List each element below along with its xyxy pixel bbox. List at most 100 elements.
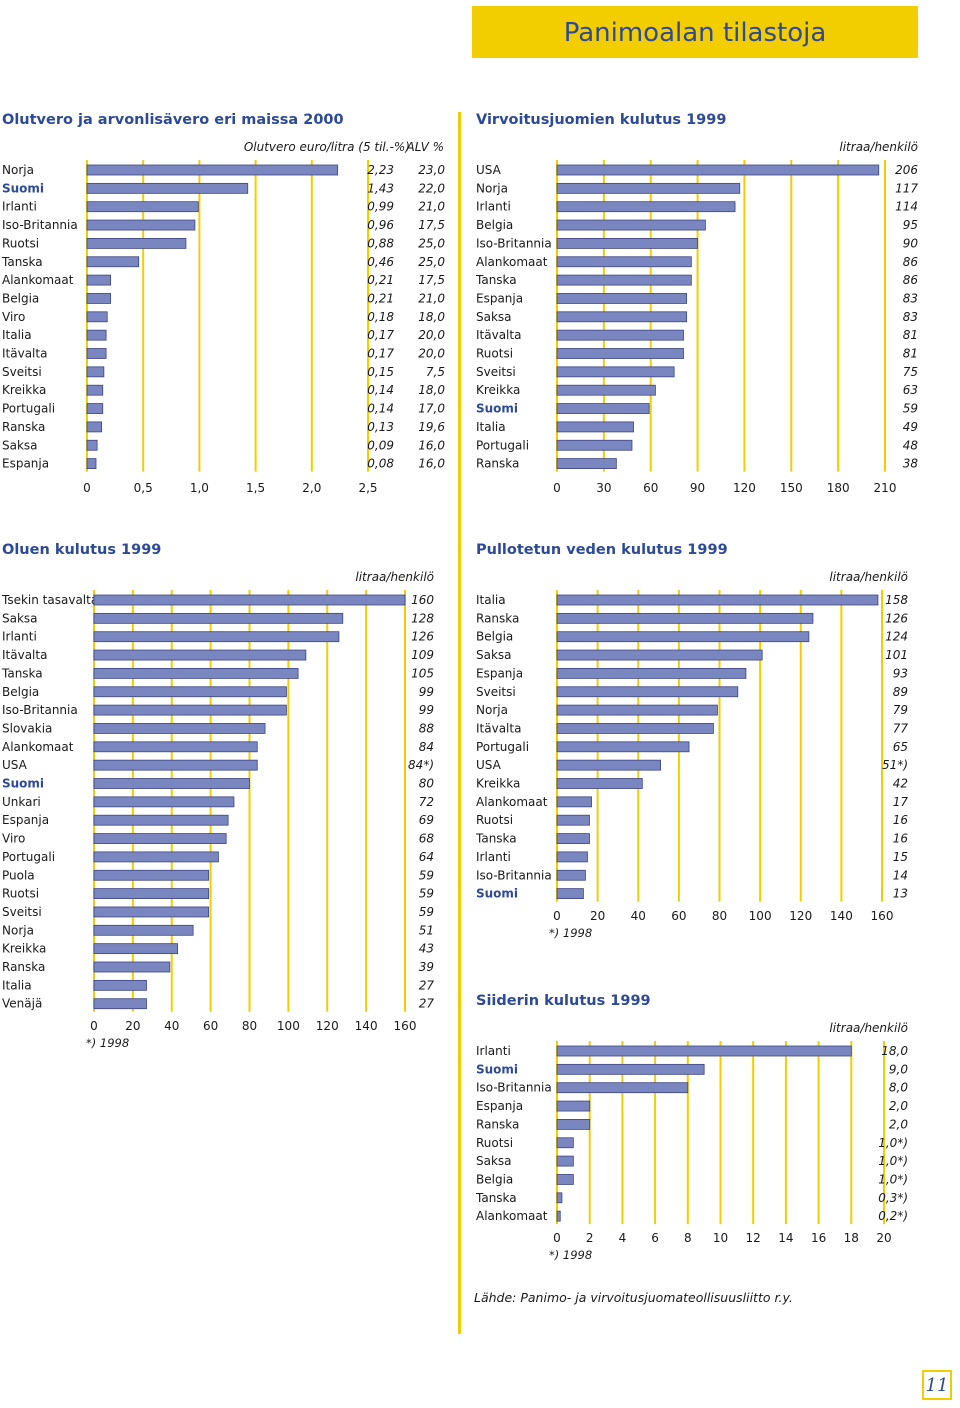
olut-bar [93,594,406,606]
pullovesi-value-label: 124 [885,630,908,644]
siideri-value-label: 2,0 [889,1099,908,1113]
olut-value-label: 109 [411,648,434,662]
olutvero-alv-label: 25,0 [418,255,445,269]
olutvero-alv-label: 19,6 [418,420,445,434]
olutvero-category-label: Ranska [2,420,45,434]
siideri-category-label: Ruotsi [476,1136,513,1150]
olut-bar [93,704,287,716]
olut-value-label: 59 [419,887,434,901]
virvoitus-value-label: 86 [903,255,919,269]
virvoitus-value-label: 81 [903,347,918,361]
olutvero-alv-label: 20,0 [418,328,445,342]
virvoitus-value-label: 38 [903,457,919,471]
olut-tick-label: 120 [316,1019,339,1033]
siideri-tick-label: 14 [778,1231,793,1245]
pullovesi-category-label: Portugali [476,740,529,754]
virvoitus-bar [556,201,736,213]
siideri-bar [556,1192,563,1204]
virvoitus-tick-label: 0 [553,481,561,495]
virvoitus-category-label: USA [476,163,502,177]
olutvero-bar [86,384,104,396]
pullovesi-value-label: 16 [893,813,909,827]
olut-category-label: Irlanti [2,630,37,644]
siideri-value-label: 18,0 [881,1044,908,1058]
olutvero-alv-label: 18,0 [418,383,445,397]
pullovesi-bar [556,888,584,900]
pullovesi-category-label: Italia [476,593,506,607]
siideri-value-label: 0,2*) [878,1209,908,1223]
pullovesi-category-label: Espanja [476,666,523,680]
olut-bar [93,649,307,661]
olutvero-alv-label: 23,0 [418,163,445,177]
olut-value-label: 128 [411,611,434,625]
olutvero-alv-label: 17,0 [418,402,445,416]
olut-category-label: Kreikka [2,942,46,956]
pullovesi-category-label: USA [476,758,502,772]
olutvero-category-label: Suomi [2,181,44,195]
pullovesi-category-label: Norja [476,703,508,717]
pullovesi-footnote: *) 1998 [549,926,592,940]
olutvero-bar [86,219,196,231]
olut-value-label: 72 [419,795,434,809]
pullovesi-tick-label: 80 [712,909,727,923]
olutvero-category-label: Belgia [2,291,39,305]
virvoitus-tick-label: 60 [643,481,658,495]
olut-tick-label: 40 [164,1019,179,1033]
olutvero-unit2: ALV % [406,140,444,154]
olutvero-category-label: Portugali [2,402,55,416]
virvoitus-category-label: Tanska [475,273,517,287]
pullovesi-bar [556,631,810,643]
olutvero-tick-label: 1,0 [190,481,209,495]
pullovesi-value-label: 79 [893,703,908,717]
olut-bar [93,741,258,753]
header-banner: Panimoalan tilastoja [472,6,918,58]
virvoitus-value-label: 59 [903,402,918,416]
pullovesi-tick-label: 60 [671,909,686,923]
pullovesi-value-label: 16 [893,832,909,846]
virvoitus-value-label: 83 [903,310,918,324]
pullovesi-category-label: Ranska [476,611,519,625]
olutvero-bar [86,458,97,470]
pullovesi-value-label: 15 [893,850,908,864]
olut-bar [93,924,194,936]
olutvero-value-label: 0,13 [367,420,394,434]
olutvero-bar [86,348,107,359]
olutvero-alv-label: 16,0 [418,438,445,452]
pullovesi-value-label: 42 [893,777,908,791]
virvoitus-bar [556,329,684,341]
pullovesi-tick-label: 160 [871,909,894,923]
virvoitus-tick-label: 150 [780,481,803,495]
pullovesi-value-label: 89 [893,685,908,699]
siideri-title: Siiderin kulutus 1999 [476,993,651,1009]
virvoitus-tick-label: 120 [733,481,756,495]
pullovesi-category-label: Suomi [476,887,518,901]
siideri-value-label: 1,0*) [878,1172,908,1186]
siideri-unit: litraa/henkilö [829,1021,908,1035]
olut-category-label: Slovakia [2,721,52,735]
olutvero-alv-label: 22,0 [418,181,445,195]
olut-category-label: Italia [2,978,32,992]
virvoitus-tick-label: 90 [690,481,705,495]
olut-category-label: Espanja [2,813,49,827]
olutvero-category-label: Irlanti [2,200,37,214]
olut-value-label: 69 [419,813,434,827]
page-title: Panimoalan tilastoja [563,18,827,48]
olutvero-category-label: Iso-Britannia [2,218,78,232]
pullovesi-value-label: 158 [885,593,908,607]
olut-value-label: 126 [411,630,434,644]
siideri-bar [556,1082,689,1094]
olut-category-label: Ruotsi [2,887,39,901]
pullovesi-value-label: 14 [893,868,908,882]
pullovesi-category-label: Iso-Britannia [476,868,552,882]
olutvero-tick-label: 2,0 [302,481,321,495]
olutvero-value-label: 0,17 [367,328,394,342]
pullovesi-bar [556,814,590,826]
olutvero-bar [86,256,140,268]
olut-category-label: Unkari [2,795,41,809]
olut-category-label: Venäjä [2,997,42,1011]
virvoitus-category-label: Itävalta [476,328,521,342]
olutvero-tick-label: 2,5 [358,481,377,495]
olut-bar [93,667,299,679]
olut-value-label: 27 [419,997,435,1011]
olut-footnote: *) 1998 [86,1036,129,1050]
